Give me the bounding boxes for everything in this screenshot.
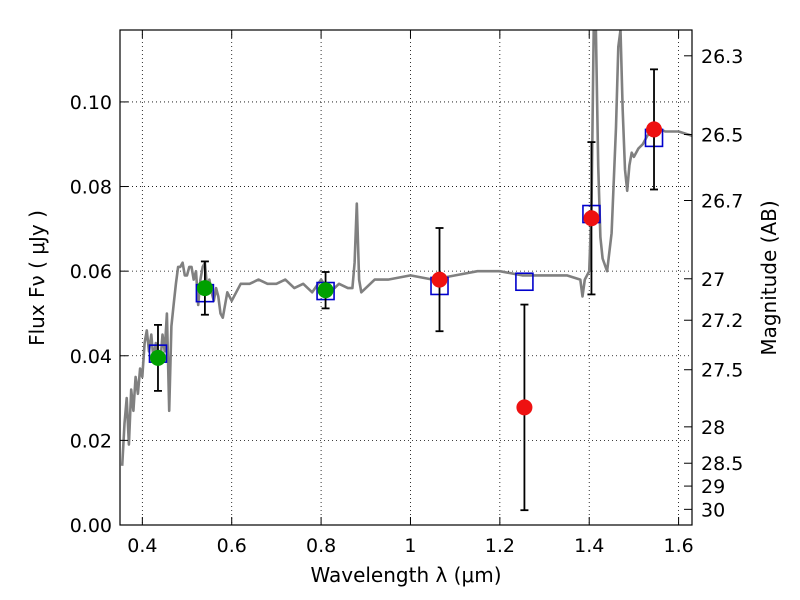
x-tick-label: 1.4 — [574, 535, 604, 557]
magnitude-tick-label: 27.2 — [701, 310, 743, 332]
plot-area — [120, 30, 692, 512]
x-axis-label: Wavelength λ (μm) — [310, 563, 501, 587]
model-photometry-marker — [515, 272, 534, 292]
magnitude-tick-label: 26.5 — [701, 125, 743, 147]
magnitude-tick-label: 26.7 — [701, 191, 743, 213]
y-tick-label: 0.08 — [70, 177, 112, 199]
observed-red-point-marker — [516, 399, 533, 416]
x-tick-label: 1 — [404, 535, 416, 557]
x-tick-label: 0.8 — [306, 535, 336, 557]
magnitude-tick-label: 26.3 — [701, 46, 743, 68]
observed-red-point-marker — [646, 121, 663, 138]
magnitude-tick-label: 27.5 — [701, 360, 743, 382]
y-tick-label: 0.02 — [70, 430, 112, 452]
observed-red-point-marker — [583, 210, 600, 227]
magnitude-tick-label: 28.5 — [701, 453, 743, 475]
magnitude-tick-label: 28 — [701, 417, 725, 439]
y-tick-label: 0.00 — [70, 515, 112, 537]
magnitude-tick-label: 29 — [701, 476, 725, 498]
observed-green-point-marker — [196, 280, 213, 297]
y-tick-label: 0.10 — [70, 92, 112, 114]
observed-green-point-marker — [149, 349, 166, 366]
x-tick-label: 1.2 — [485, 535, 515, 557]
observed-green-point-marker — [317, 282, 334, 299]
magnitude-tick-label: 27 — [701, 269, 725, 291]
x-tick-label: 0.6 — [217, 535, 247, 557]
x-tick-label: 1.6 — [663, 535, 693, 557]
plot-frame — [119, 29, 693, 526]
y-tick-label: 0.06 — [70, 261, 112, 283]
y2-axis-label: Magnitude (AB) — [757, 200, 781, 355]
axis-ticks: 0.4 0.6 0.8 1 1.2 1.4 1.6 0.00 0.02 0.04 0.06 0.08 0… — [70, 30, 743, 557]
x-tick-label: 0.4 — [127, 535, 157, 557]
y-axis-label: Flux Fν ( μJy ) — [25, 210, 49, 346]
observed-red-point-marker — [431, 271, 448, 288]
y-tick-label: 0.04 — [70, 346, 112, 368]
magnitude-tick-label: 30 — [701, 499, 725, 521]
